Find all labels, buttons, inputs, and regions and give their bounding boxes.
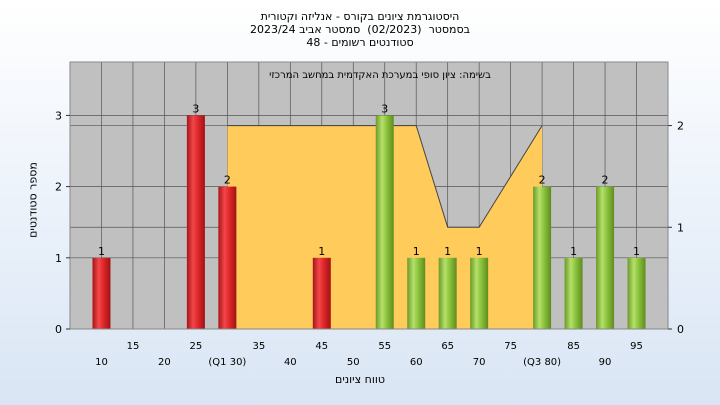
bar-label-85: 1 — [570, 245, 577, 258]
bar-label-60: 1 — [413, 245, 420, 258]
x-tick-label-upper: 25 — [190, 341, 203, 352]
bar-label-25: 3 — [192, 102, 199, 115]
bar-65 — [438, 257, 457, 329]
y-tick-label: 3 — [55, 109, 62, 122]
y-tick-label: 1 — [55, 252, 62, 265]
y-axis-label: מספר סטודנטים — [26, 162, 40, 238]
x-tick-label-upper: 55 — [378, 341, 391, 352]
bar-label-90: 2 — [602, 174, 609, 187]
y2-tick-label: 2 — [677, 120, 684, 133]
bar-series: 1 3 2 1 3 1 1 1 2 1 2 1 — [92, 102, 646, 330]
x-tick-label-lower: 10 — [95, 357, 108, 368]
bar-label-45: 1 — [318, 245, 325, 258]
x-tick-label-lower: (Q3 80) — [523, 357, 561, 368]
bar-label-95: 1 — [633, 245, 640, 258]
bar-30 — [218, 186, 237, 329]
x-tick-label-lower: 70 — [473, 357, 486, 368]
bar-95 — [627, 257, 646, 329]
x-tick-label-upper: 75 — [504, 341, 517, 352]
x-tick-label-lower: 90 — [599, 357, 612, 368]
bar-45 — [312, 257, 331, 329]
bar-label-70: 1 — [476, 245, 483, 258]
plot-border — [69, 61, 669, 330]
y2-tick-label: 0 — [677, 323, 684, 336]
bar-label-30: 2 — [224, 174, 231, 187]
x-tick-label-upper: 65 — [441, 341, 454, 352]
axes: 0 1 2 3 0 1 2 15 25 35 45 55 65 75 85 95 10 20 (Q1 30) 40 50… — [55, 109, 684, 368]
y-tick-label: 0 — [55, 323, 62, 336]
x-tick-label-lower: 20 — [158, 357, 171, 368]
bar-60 — [407, 257, 426, 329]
bar-label-10: 1 — [98, 245, 105, 258]
bar-label-65: 1 — [444, 245, 451, 258]
chart-title: היסטוגרמת ציונים בקורס - אנליזה וקטורית — [260, 10, 460, 23]
chart-titles: היסטוגרמת ציונים בקורס - אנליזה וקטורית … — [0, 10, 720, 49]
y-tick-label: 2 — [55, 181, 62, 194]
x-tick-label-lower: 40 — [284, 357, 297, 368]
bar-80 — [533, 186, 552, 329]
bar-label-80: 2 — [539, 174, 546, 187]
x-tick-label-upper: 15 — [127, 341, 140, 352]
bar-25 — [186, 115, 205, 330]
x-tick-label-upper: 35 — [252, 341, 265, 352]
area-outline — [227, 125, 543, 228]
y2-tick-label: 1 — [677, 221, 684, 234]
x-tick-label-lower: 60 — [410, 357, 423, 368]
bar-55 — [375, 115, 394, 330]
x-tick-label-lower: 50 — [347, 357, 360, 368]
x-tick-label-upper: 85 — [567, 341, 580, 352]
chart-subtitle-enrolled: סטודנטים רשומים - 48 — [306, 36, 414, 49]
chart-annotation: בשימה: ציון סופי במערכת האקדמית במחשב המ… — [269, 70, 491, 81]
x-axis-label: טווח ציונים — [335, 373, 385, 386]
bar-10 — [92, 257, 111, 329]
chart-subtitle-semester: בסמסטר (02/2023) סמסטר אביב 2023/24 — [249, 23, 471, 36]
x-tick-label-upper: 45 — [315, 341, 328, 352]
x-tick-label-upper: 95 — [630, 341, 643, 352]
x-tick-label-lower: (Q1 30) — [208, 357, 246, 368]
bar-label-55: 3 — [381, 102, 388, 115]
bar-85 — [564, 257, 583, 329]
bar-90 — [596, 186, 615, 329]
bar-70 — [470, 257, 489, 329]
